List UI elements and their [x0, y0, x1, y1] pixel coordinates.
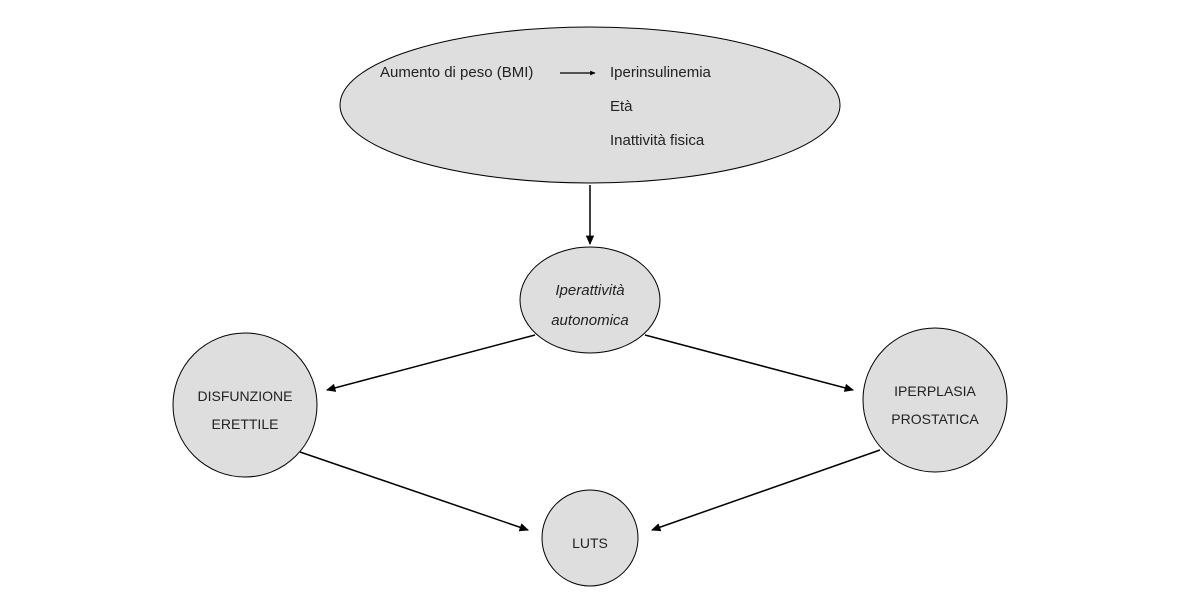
node-label-bottom: LUTS — [542, 529, 638, 557]
edge-left-to-bottom — [300, 452, 528, 530]
node-label-mid: Iperattivitàautonomica — [520, 276, 660, 336]
node-label-left-line1: DISFUNZIONE — [173, 382, 317, 410]
node-label-left: DISFUNZIONEERETTILE — [173, 382, 317, 438]
node-label-bottom-line1: LUTS — [542, 529, 638, 557]
node-label-right-line1: IPERPLASIA — [863, 377, 1007, 405]
top-node-text-right-3: Inattività fisica — [610, 132, 704, 149]
flowchart-diagram: Aumento di peso (BMI) Iperinsulinemia Età I… — [0, 0, 1179, 606]
top-node-text-right-1: Iperinsulinemia — [610, 64, 711, 81]
node-label-right-line2: PROSTATICA — [863, 405, 1007, 433]
node-label-right: IPERPLASIAPROSTATICA — [863, 377, 1007, 433]
edge-right-to-bottom — [652, 450, 880, 530]
edge-mid-to-right — [645, 335, 853, 390]
node-top — [340, 27, 840, 183]
node-label-left-line2: ERETTILE — [173, 410, 317, 438]
node-label-mid-line2: autonomica — [520, 306, 660, 336]
node-label-mid-line1: Iperattività — [520, 276, 660, 306]
top-node-text-right-2: Età — [610, 98, 633, 115]
top-node-text-left: Aumento di peso (BMI) — [380, 64, 533, 81]
edge-mid-to-left — [327, 335, 535, 390]
